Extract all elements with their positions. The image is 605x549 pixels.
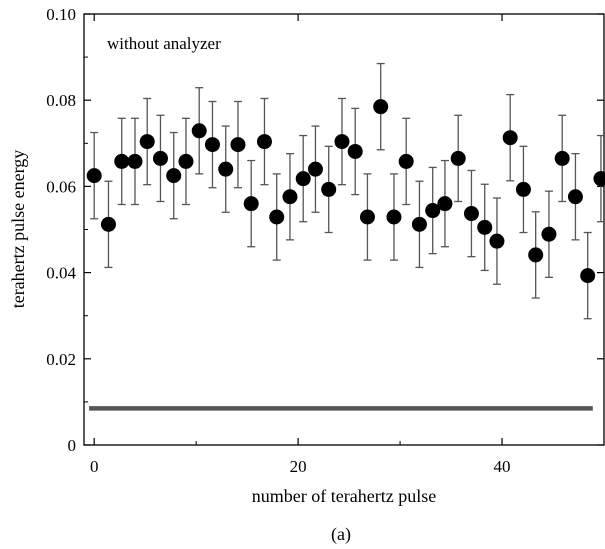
data-point	[398, 153, 414, 169]
data-point	[593, 171, 605, 187]
figure-caption: (a)	[331, 524, 351, 545]
x-tick-label: 0	[90, 457, 99, 476]
data-point	[100, 216, 116, 232]
data-point	[347, 143, 363, 159]
data-point	[139, 134, 155, 150]
y-tick-label: 0.08	[46, 91, 76, 110]
data-point	[178, 153, 194, 169]
y-axis-label: terahertz pulse energy	[8, 150, 28, 309]
data-point	[373, 99, 389, 115]
data-point	[152, 150, 168, 166]
data-point	[166, 168, 182, 184]
data-point	[218, 161, 234, 177]
data-point	[307, 161, 323, 177]
data-point	[528, 247, 544, 263]
plot-frame	[83, 13, 605, 446]
data-point	[269, 209, 285, 225]
data-point	[127, 153, 143, 169]
data-point	[425, 203, 441, 219]
data-point	[411, 216, 427, 232]
data-point	[359, 209, 375, 225]
y-tick-label: 0.02	[46, 350, 76, 369]
data-point	[243, 196, 259, 212]
data-point	[515, 181, 531, 197]
y-tick-label: 0.10	[46, 5, 76, 24]
data-point	[282, 189, 298, 205]
data-point	[437, 196, 453, 212]
y-tick-label: 0.04	[46, 264, 76, 283]
data-point	[567, 189, 583, 205]
data-point	[541, 226, 557, 242]
axis-ticks	[84, 13, 604, 446]
x-axis-label: number of terahertz pulse	[252, 486, 436, 506]
data-point	[256, 134, 272, 150]
data-point	[580, 268, 596, 284]
data-point	[86, 168, 102, 184]
data-point	[295, 171, 311, 187]
tick-labels: 0 0.02 0.04 0.06 0.08 0.10 0 20 40	[46, 5, 510, 476]
annotation-text: without analyzer	[107, 34, 221, 53]
data-point	[114, 153, 130, 169]
data-point	[489, 233, 505, 249]
data-point	[321, 181, 337, 197]
y-tick-label: 0.06	[46, 177, 76, 196]
data-point	[230, 137, 246, 153]
data-points	[86, 99, 605, 284]
data-point	[554, 150, 570, 166]
x-tick-label: 40	[494, 457, 511, 476]
data-point	[334, 134, 350, 150]
data-point	[463, 206, 479, 222]
data-point	[450, 150, 466, 166]
x-tick-label: 20	[290, 457, 307, 476]
data-point	[502, 130, 518, 146]
data-point	[386, 209, 402, 225]
data-point	[191, 123, 207, 139]
y-tick-label: 0	[68, 436, 77, 455]
data-point	[204, 137, 220, 153]
data-point	[477, 219, 493, 235]
